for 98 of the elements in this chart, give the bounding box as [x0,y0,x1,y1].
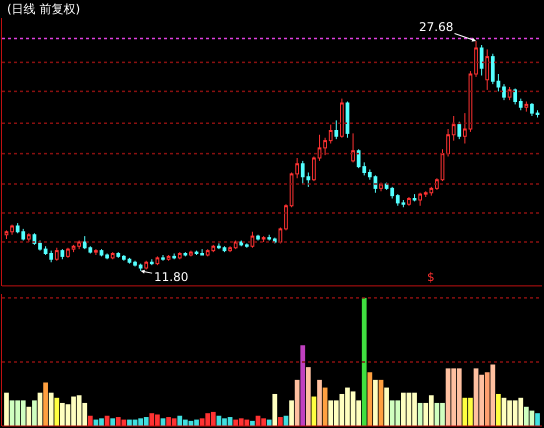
candlestick [211,244,216,253]
candlestick [239,240,244,247]
bar [32,400,37,426]
candlestick [166,254,170,262]
candlestick [412,194,416,202]
bar [535,413,540,426]
candlestick [21,228,26,241]
bar [312,396,316,426]
candlestick [480,44,484,76]
candlestick [172,253,176,260]
candlestick [110,252,115,260]
bar [54,398,60,426]
candlestick [88,246,92,254]
bar [48,392,54,426]
candlestick [396,194,400,206]
bar [272,394,278,426]
candlestick [485,48,490,90]
candlestick [77,240,82,250]
candlestick [334,120,338,140]
bar [300,345,306,426]
bar [362,298,367,426]
candlestick [351,132,355,163]
bar [284,416,288,426]
bar [250,420,255,426]
candlestick [267,234,272,241]
bar [289,400,294,426]
candlestick [256,234,260,241]
bar [26,406,32,426]
candlestick [340,98,344,138]
candlestick [138,263,142,272]
bar [306,367,311,426]
candlestick [183,252,188,257]
bar [104,416,110,426]
candlestick [122,254,126,262]
candlestick [402,199,406,208]
bar [278,417,283,426]
candlestick [116,252,120,258]
bar [4,392,9,426]
bar [373,380,378,426]
candlestick [390,186,394,200]
candlestick [300,160,305,185]
bar [378,380,384,426]
annotation: 11.80 [154,270,188,284]
candlestick [446,128,450,158]
candlestick [518,98,523,111]
candlestick [228,246,232,253]
candlestick [150,258,154,266]
candlestick [362,162,366,176]
chart-title: (日线 前复权) [7,2,80,16]
bar [490,364,496,426]
bar [160,418,166,426]
candlestick [452,115,456,142]
candlestick [16,222,20,234]
candlestick [407,196,411,206]
candlestick [368,169,372,180]
candlestick [94,248,98,256]
annotation: 27.68 [419,20,454,34]
bar [418,402,423,426]
candlestick [462,112,467,144]
candlestick [429,186,434,196]
candlestick [49,250,54,263]
bar [317,380,322,426]
candlestick [424,190,428,198]
candlestick [156,256,160,266]
candlestick [513,88,518,105]
candlestick [54,247,59,262]
annotation: $ [427,270,435,284]
candlestick [194,250,198,256]
candlestick [295,157,300,179]
bar [496,394,501,426]
bar [322,388,328,426]
candlestick [206,248,210,257]
candlestick [82,236,87,250]
candlestick [200,248,204,256]
candlestick [306,172,310,188]
bar [294,380,300,426]
candlestick [178,252,182,260]
candlestick [524,101,528,112]
bar [38,392,42,426]
candlestick [26,232,31,242]
candlestick [60,248,64,260]
bar [367,372,372,426]
bar [43,382,48,426]
candlestick [262,236,266,242]
candlestick [457,121,462,140]
candlestick [144,260,148,270]
candlestick [490,53,495,85]
candlestick [418,192,422,206]
candlestick [374,174,378,194]
bar [384,388,389,426]
candlestick [244,242,249,248]
candlestick [250,231,254,248]
candlestick [508,86,512,101]
bar [484,372,490,426]
candlestick [161,254,165,262]
candlestick [346,101,350,138]
candlestick [189,250,193,257]
candlestick [328,124,333,144]
